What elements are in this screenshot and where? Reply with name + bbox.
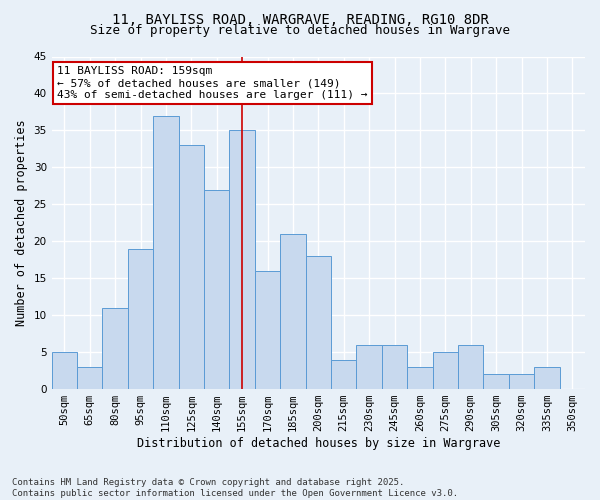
Bar — [204, 190, 229, 389]
Bar — [433, 352, 458, 389]
Bar — [407, 367, 433, 389]
Bar — [77, 367, 103, 389]
Bar — [280, 234, 305, 389]
Bar — [153, 116, 179, 389]
Bar — [305, 256, 331, 389]
Text: Contains HM Land Registry data © Crown copyright and database right 2025.
Contai: Contains HM Land Registry data © Crown c… — [12, 478, 458, 498]
Bar — [103, 308, 128, 389]
Bar — [331, 360, 356, 389]
Text: 11 BAYLISS ROAD: 159sqm
← 57% of detached houses are smaller (149)
43% of semi-d: 11 BAYLISS ROAD: 159sqm ← 57% of detache… — [57, 66, 367, 100]
Bar — [509, 374, 534, 389]
Bar — [458, 344, 484, 389]
Bar — [128, 248, 153, 389]
Text: 11, BAYLISS ROAD, WARGRAVE, READING, RG10 8DR: 11, BAYLISS ROAD, WARGRAVE, READING, RG1… — [112, 12, 488, 26]
X-axis label: Distribution of detached houses by size in Wargrave: Distribution of detached houses by size … — [137, 437, 500, 450]
Bar — [534, 367, 560, 389]
Bar — [255, 271, 280, 389]
Bar — [484, 374, 509, 389]
Bar — [179, 145, 204, 389]
Bar — [356, 344, 382, 389]
Bar — [229, 130, 255, 389]
Text: Size of property relative to detached houses in Wargrave: Size of property relative to detached ho… — [90, 24, 510, 37]
Y-axis label: Number of detached properties: Number of detached properties — [15, 120, 28, 326]
Bar — [382, 344, 407, 389]
Bar — [52, 352, 77, 389]
